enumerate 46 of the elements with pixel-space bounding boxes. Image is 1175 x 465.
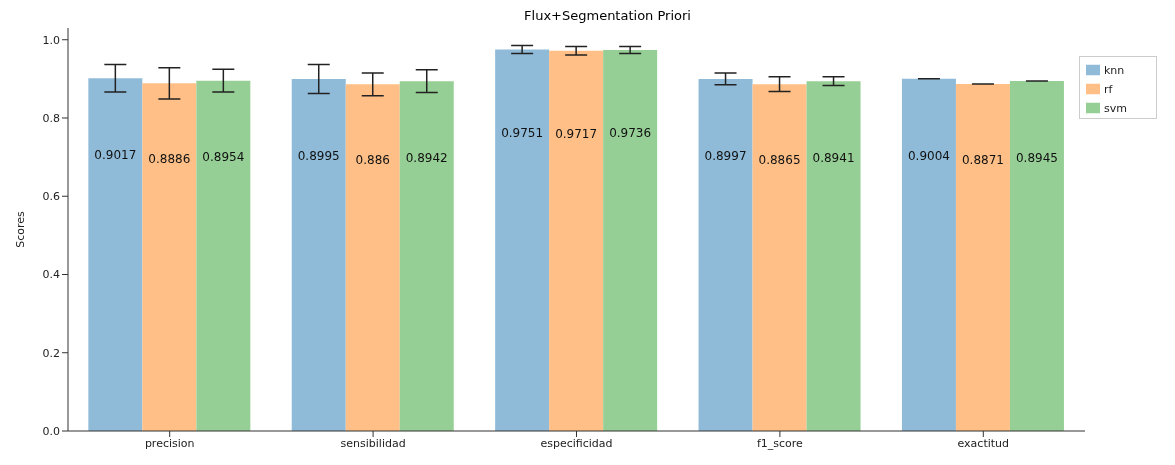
data-label: 0.9017 [94,148,137,163]
data-label: 0.886 [355,153,390,168]
data-label: 0.9004 [907,148,950,163]
bar [698,78,753,431]
data-label: 0.8886 [148,152,191,167]
bar [88,78,143,431]
data-label: 0.8871 [961,152,1004,167]
bar [901,78,956,431]
y-axis-title: Scores [13,210,27,248]
bar [603,50,658,431]
data-label: 0.8942 [405,150,448,165]
legend-label: rf [1104,83,1113,96]
data-label: 0.8954 [202,150,245,165]
x-tick-label: f1_score [756,436,804,450]
x-tick-label: precision [144,436,195,450]
data-label: 0.9751 [501,125,544,140]
data-label: 0.8945 [1015,150,1058,165]
bar [806,81,861,431]
bar [291,79,346,431]
x-tick-label: sensibilidad [340,436,406,450]
bar [196,80,251,431]
y-tick-label: 0.2 [42,346,60,360]
data-label: 0.8997 [704,148,747,163]
legend-label: svm [1104,102,1127,115]
legend-label: knn [1104,64,1125,77]
bar [549,50,604,431]
y-tick-label: 1.0 [42,33,60,47]
data-label: 0.8941 [812,150,855,165]
bar [142,83,197,431]
y-tick-label: 0.6 [42,190,60,204]
chart-title: Flux+Segmentation Priori [523,8,692,25]
x-tick-label: especificidad [540,436,613,450]
data-label: 0.9717 [555,126,598,141]
y-tick-label: 0.0 [42,424,60,438]
x-tick-label: exactitud [957,436,1010,450]
data-label: 0.8865 [758,152,801,167]
y-tick-label: 0.4 [42,268,60,282]
bar [495,49,550,431]
y-tick-label: 0.8 [42,111,60,125]
bar [399,81,454,431]
bar [345,84,400,431]
bar [1009,81,1064,431]
bar [955,83,1010,431]
bar [752,84,807,431]
data-label: 0.8995 [297,148,340,163]
data-label: 0.9736 [609,126,652,141]
